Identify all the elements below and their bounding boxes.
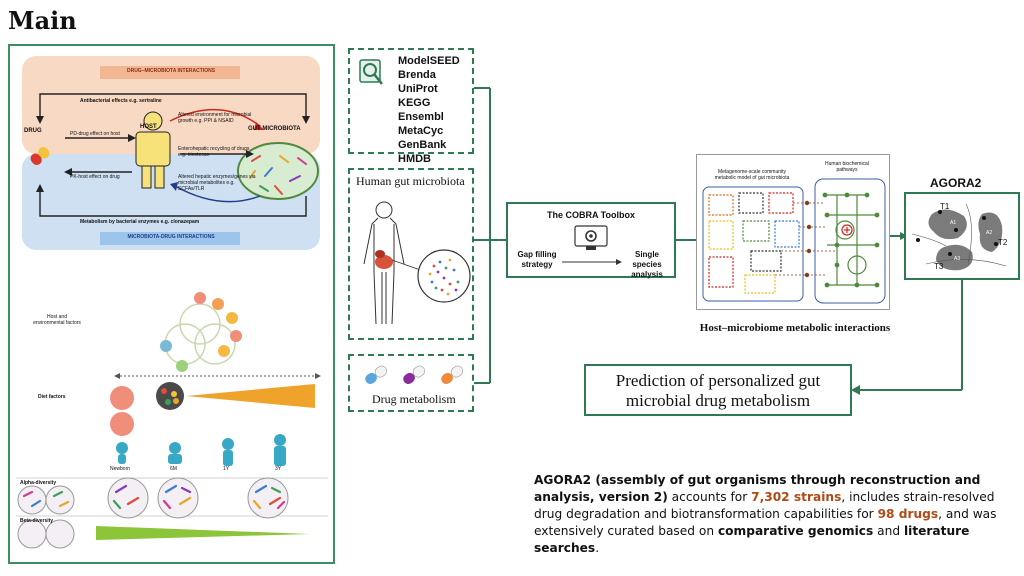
host-label: HOST [140, 124, 157, 130]
human-body-illustration [363, 201, 471, 325]
database-item: ModelSEED [398, 55, 460, 67]
cobra-title: The COBRA Toolbox [547, 210, 635, 220]
age-1y: 1Y [223, 466, 230, 472]
enterohepatic-label: Enterohepatic recycling of drugs e.g. ir… [178, 146, 250, 158]
agora-label-t2: T2 [998, 238, 1008, 247]
beta-diversity-label: Beta-diversity [20, 518, 54, 524]
description-text: . [595, 541, 600, 555]
gut-microbiota-label: GUT MICROBIOTA [248, 126, 301, 132]
diet-factors-label: Diet factors [38, 394, 66, 400]
drug-label: DRUG [24, 128, 42, 134]
database-item: Ensembl [398, 111, 444, 123]
gap-filling-label: Gap filling strategy [517, 250, 557, 269]
database-item: KEGG [398, 97, 431, 109]
network-graph [702, 178, 886, 304]
metabolism-label: Metabolism by bacterial enzymes e.g. clo… [80, 219, 200, 225]
page-title: Main [8, 6, 77, 35]
database-item: GenBank [398, 139, 447, 151]
agora-sublabel-a3: A3 [954, 256, 961, 262]
human-gut-title: Human gut microbiota [356, 174, 465, 188]
drug-microbiota-header: DRUG–MICROBIOTA INTERACTIONS [126, 68, 216, 74]
interactions-illustration [16, 56, 328, 549]
agora-sublabel-a2: A2 [986, 230, 993, 236]
description-text: , and was extensively curated based on [534, 507, 997, 538]
database-item: MetaCyc [398, 125, 444, 137]
description-intro: AGORA2 (assembly of gut organisms throug… [534, 473, 981, 504]
agora-box: T1 T2 T3 A1 A2 A3 [904, 192, 1020, 280]
network-left-label: Metagenome-scale community metabolic mod… [714, 169, 790, 181]
agora-label-t1: T1 [940, 202, 950, 211]
prediction-line-2: microbial drug metabolism [625, 391, 811, 410]
alpha-diversity-label: Alpha-diversity [20, 480, 57, 486]
description-text: accounts for [667, 490, 752, 504]
strain-count: 7,302 strains [751, 490, 842, 504]
altered-env-label: Altered environment for microbial growth… [178, 112, 252, 124]
description-text: and [873, 524, 904, 538]
prediction-line-1: Prediction of personalized gut [615, 371, 821, 390]
databases-box: ModelSEED Brenda UniProt KEGG Ensembl Me… [348, 48, 474, 165]
single-species-label: Single species analysis [631, 250, 663, 279]
computer-gear-icon [574, 225, 608, 250]
age-newborn: Newborn [110, 466, 131, 472]
pd-effect-label: PD-drug effect on host [70, 131, 120, 137]
antibacterial-label: Antibacterial effects e.g. sertraline [80, 98, 162, 104]
database-search-icon [359, 59, 383, 85]
drug-metabolism-label: Drug metabolism [372, 392, 456, 406]
agora-description: AGORA2 (assembly of gut organisms throug… [534, 472, 1020, 557]
drug-metabolism-box: Drug metabolism [348, 354, 474, 412]
cobra-box: The COBRA Toolbox Gap filling strategy S… [506, 202, 676, 279]
host-env-factors-label: Host and environmental factors [33, 314, 81, 326]
literature-searches: literature searches [534, 524, 970, 555]
altered-hepatic-label: Altered hepatic enzymes/genes via microb… [178, 174, 256, 192]
network-caption: Host–microbiome metabolic interactions [699, 322, 891, 334]
human-gut-box: Human gut microbiota [348, 168, 474, 340]
database-item: Brenda [398, 69, 436, 81]
database-item: UniProt [398, 83, 438, 95]
agora-graphic [911, 203, 1007, 271]
prediction-box: Prediction of personalized gut microbial… [584, 364, 852, 416]
capsule-icons [365, 365, 464, 385]
age-6m: 6M [170, 466, 177, 472]
agora-sublabel-a1: A1 [950, 220, 957, 226]
database-item: HMDB [398, 153, 431, 165]
age-3y: 3Y [275, 466, 282, 472]
network-right-label: Human biochemical pathways [825, 161, 869, 173]
metabolic-network: Metagenome-scale community metabolic mod… [696, 154, 890, 310]
comparative-genomics: comparative genomics [717, 524, 874, 538]
description-text: , includes strain-resolved drug degradat… [534, 490, 995, 521]
agora-title: AGORA2 [930, 176, 982, 190]
cobra-arrow [562, 259, 622, 265]
agora-label-t3: T3 [934, 262, 944, 271]
microbiota-drug-header: MICROBIOTA-DRUG INTERACTIONS [127, 234, 215, 240]
left-panel: DRUG–MICROBIOTA INTERACTIONS MICROBIOTA-… [8, 44, 335, 564]
drug-count: 98 drugs [877, 507, 939, 521]
pk-effect-label: PK-host effect on drug [70, 174, 120, 180]
